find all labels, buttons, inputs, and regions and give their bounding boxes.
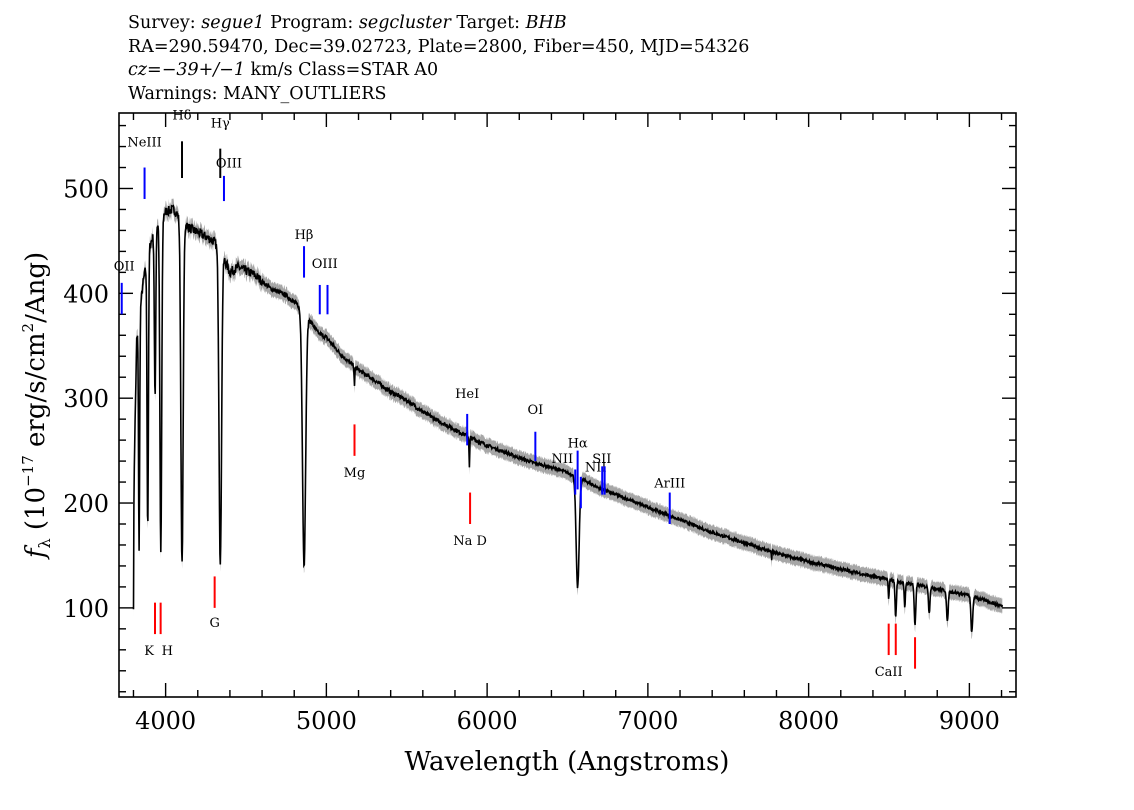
axis-ticks: 4000 5000 6000 7000 8000 9000 100 200 300 400 500 (63, 113, 1016, 735)
line-marker-label: K (144, 644, 154, 659)
y-axis-exponent-2: 2 (19, 323, 37, 333)
program-value: segcluster (358, 13, 451, 33)
spectrum-line (132, 204, 1004, 632)
plot-area (132, 198, 1004, 640)
y-axis-lambda-subscript: λ (35, 538, 54, 548)
y-tick-label: 200 (63, 490, 109, 518)
survey-label: Survey: (128, 13, 196, 33)
y-tick-label: 100 (63, 595, 109, 623)
line-marker-label: OII (114, 259, 135, 274)
error-band (133, 198, 1003, 640)
line-marker-label: ArIII (653, 476, 685, 491)
line-marker-label: Hα (568, 436, 588, 451)
x-tick-label: 7000 (617, 707, 678, 735)
line-marker-label: Hβ (295, 228, 314, 243)
y-axis-title: fλ (10−17 erg/s/cm2/Ang) (19, 252, 54, 560)
line-marker-label: OI (527, 403, 543, 418)
line-marker-label: HeI (455, 387, 479, 402)
header-line-survey: Survey: segue1 Program: segcluster Targe… (128, 12, 749, 36)
line-marker-label: OIII (216, 157, 242, 172)
x-tick-label: 8000 (778, 707, 839, 735)
line-marker-label: Mg (344, 466, 366, 481)
line-marker-label: Hδ (172, 108, 191, 123)
y-axis-exponent: −17 (19, 455, 37, 487)
y-tick-label: 300 (63, 385, 109, 413)
line-marker-label: CaII (875, 665, 903, 680)
spectrum-header: Survey: segue1 Program: segcluster Targe… (128, 12, 749, 106)
cz-label: cz (128, 60, 148, 80)
line-marker-label: NeIII (127, 136, 161, 151)
y-tick-label: 400 (63, 280, 109, 308)
target-value: BHB (525, 13, 567, 33)
class-text: km/s Class=STAR A0 (244, 60, 439, 80)
target-label: Target: (456, 13, 521, 33)
line-marker-label: G (209, 616, 219, 631)
survey-value: segue1 (201, 13, 265, 33)
header-line-redshift: cz=−39+/−1 km/s Class=STAR A0 (128, 59, 749, 83)
x-tick-label: 6000 (457, 707, 518, 735)
y-axis-units-a: (10 (21, 487, 51, 539)
x-tick-label: 5000 (296, 707, 357, 735)
line-marker-label: NII (585, 461, 607, 476)
plot-frame (118, 112, 1017, 698)
program-label: Program: (270, 13, 354, 33)
line-marker-label: NII (552, 452, 574, 467)
line-marker-label: Na D (453, 534, 487, 549)
line-marker-label: Hγ (211, 117, 230, 132)
header-line-warnings: Warnings: MANY_OUTLIERS (128, 83, 387, 104)
x-tick-label: 9000 (939, 707, 1000, 735)
y-axis-units-b: erg/s/cm (21, 332, 51, 455)
line-markers: NeIIIHδHγOIIIHβOIIIHeIOINIIHαNIISIIArIII… (114, 108, 917, 680)
line-marker-label: H (162, 644, 173, 659)
y-tick-label: 500 (63, 175, 109, 203)
header-line-coordinates: RA=290.59470, Dec=39.02723, Plate=2800, … (128, 36, 750, 57)
y-axis-units-c: /Ang) (21, 252, 51, 323)
line-marker-label: OIII (312, 257, 338, 272)
line-marker-label: SII (592, 452, 611, 467)
x-tick-label: 4000 (135, 707, 196, 735)
cz-value: =−39+/−1 (147, 60, 245, 80)
x-axis-title: Wavelength (Angstroms) (405, 747, 730, 777)
